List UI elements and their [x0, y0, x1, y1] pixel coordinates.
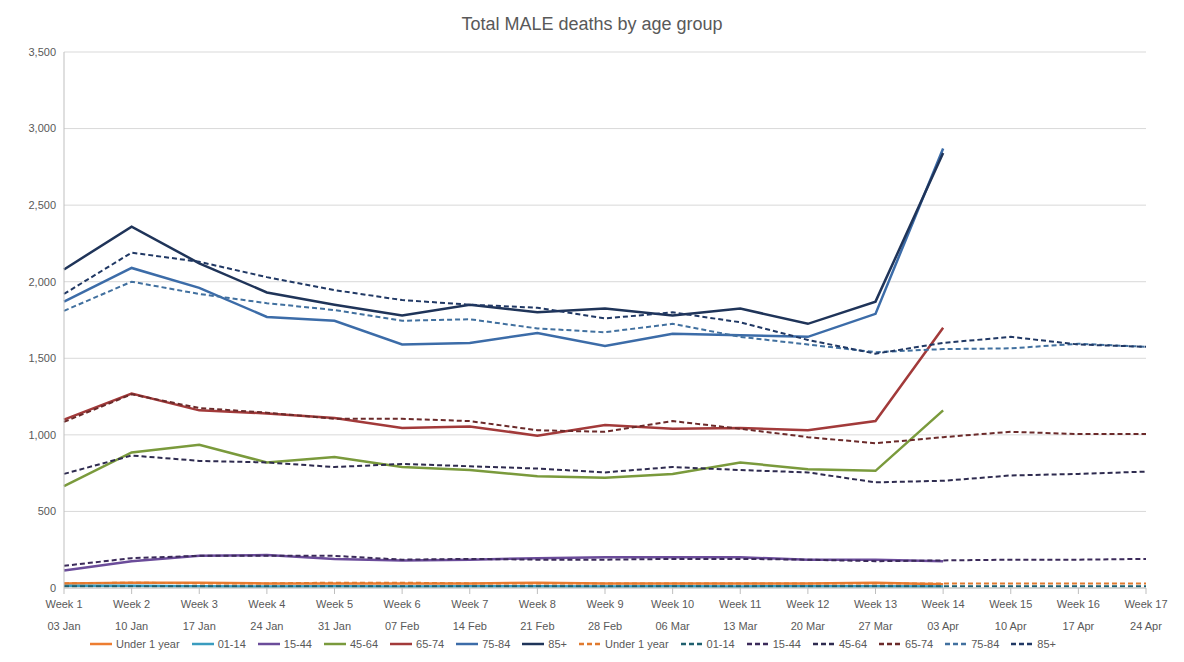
svg-text:Week 5: Week 5 — [316, 598, 353, 610]
svg-text:17 Jan: 17 Jan — [183, 620, 216, 632]
html-text:Under 1 year: Under 1 year — [605, 638, 669, 650]
svg-text:Week 16: Week 16 — [1057, 598, 1100, 610]
svg-text:27 Mar: 27 Mar — [858, 620, 893, 632]
svg-text:Week 8: Week 8 — [519, 598, 556, 610]
svg-text:07 Feb: 07 Feb — [385, 620, 419, 632]
svg-text:500: 500 — [38, 505, 56, 517]
svg-text:2,500: 2,500 — [28, 199, 56, 211]
svg-text:Week 15: Week 15 — [989, 598, 1032, 610]
html-text:85+: 85+ — [1037, 638, 1056, 650]
html-text:75-84: 75-84 — [482, 638, 511, 650]
svg-text:Week 3: Week 3 — [181, 598, 218, 610]
svg-text:3,500: 3,500 — [28, 46, 56, 58]
html-text:15-44: 15-44 — [772, 638, 801, 650]
svg-text:31 Jan: 31 Jan — [318, 620, 351, 632]
html-text:15-44: 15-44 — [283, 638, 312, 650]
svg-text:3,000: 3,000 — [28, 122, 56, 134]
svg-text:Week 14: Week 14 — [922, 598, 965, 610]
svg-text:24 Jan: 24 Jan — [250, 620, 283, 632]
svg-text:17 Apr: 17 Apr — [1062, 620, 1094, 632]
svg-text:Week 10: Week 10 — [651, 598, 694, 610]
html-text:75-84: 75-84 — [971, 638, 1000, 650]
html-text:65-74: 65-74 — [416, 638, 445, 650]
html-text:85+: 85+ — [548, 638, 567, 650]
svg-text:Week 13: Week 13 — [854, 598, 897, 610]
svg-text:0: 0 — [50, 582, 56, 594]
svg-text:Week 1: Week 1 — [45, 598, 82, 610]
svg-text:10 Jan: 10 Jan — [115, 620, 148, 632]
svg-text:13 Mar: 13 Mar — [723, 620, 758, 632]
html-text:01-14: 01-14 — [217, 638, 246, 650]
svg-text:28 Feb: 28 Feb — [588, 620, 622, 632]
svg-text:21 Feb: 21 Feb — [520, 620, 554, 632]
svg-text:Week 9: Week 9 — [586, 598, 623, 610]
html-text:45-64: 45-64 — [838, 638, 867, 650]
svg-text:Week 12: Week 12 — [786, 598, 829, 610]
svg-text:14 Feb: 14 Feb — [453, 620, 487, 632]
svg-text:Week 11: Week 11 — [719, 598, 761, 610]
svg-text:03 Apr: 03 Apr — [927, 620, 959, 632]
svg-text:20 Mar: 20 Mar — [791, 620, 826, 632]
html-text:Under 1 year: Under 1 year — [116, 638, 180, 650]
svg-text:24 Apr: 24 Apr — [1130, 620, 1162, 632]
svg-text:Week 2: Week 2 — [113, 598, 150, 610]
svg-text:03 Jan: 03 Jan — [47, 620, 80, 632]
svg-text:Week 6: Week 6 — [384, 598, 421, 610]
svg-text:1,500: 1,500 — [28, 352, 56, 364]
svg-text:10 Apr: 10 Apr — [995, 620, 1027, 632]
svg-text:Week 7: Week 7 — [451, 598, 488, 610]
html-text:Total MALE deaths by age group: Total MALE deaths by age group — [461, 14, 723, 34]
svg-text:1,000: 1,000 — [28, 429, 56, 441]
svg-text:Week 17: Week 17 — [1124, 598, 1167, 610]
html-text:01-14: 01-14 — [706, 638, 735, 650]
svg-text:06 Mar: 06 Mar — [656, 620, 691, 632]
html-text:45-64: 45-64 — [349, 638, 378, 650]
svg-text:2,000: 2,000 — [28, 276, 56, 288]
html-text:65-74: 65-74 — [905, 638, 934, 650]
svg-text:Week 4: Week 4 — [248, 598, 285, 610]
